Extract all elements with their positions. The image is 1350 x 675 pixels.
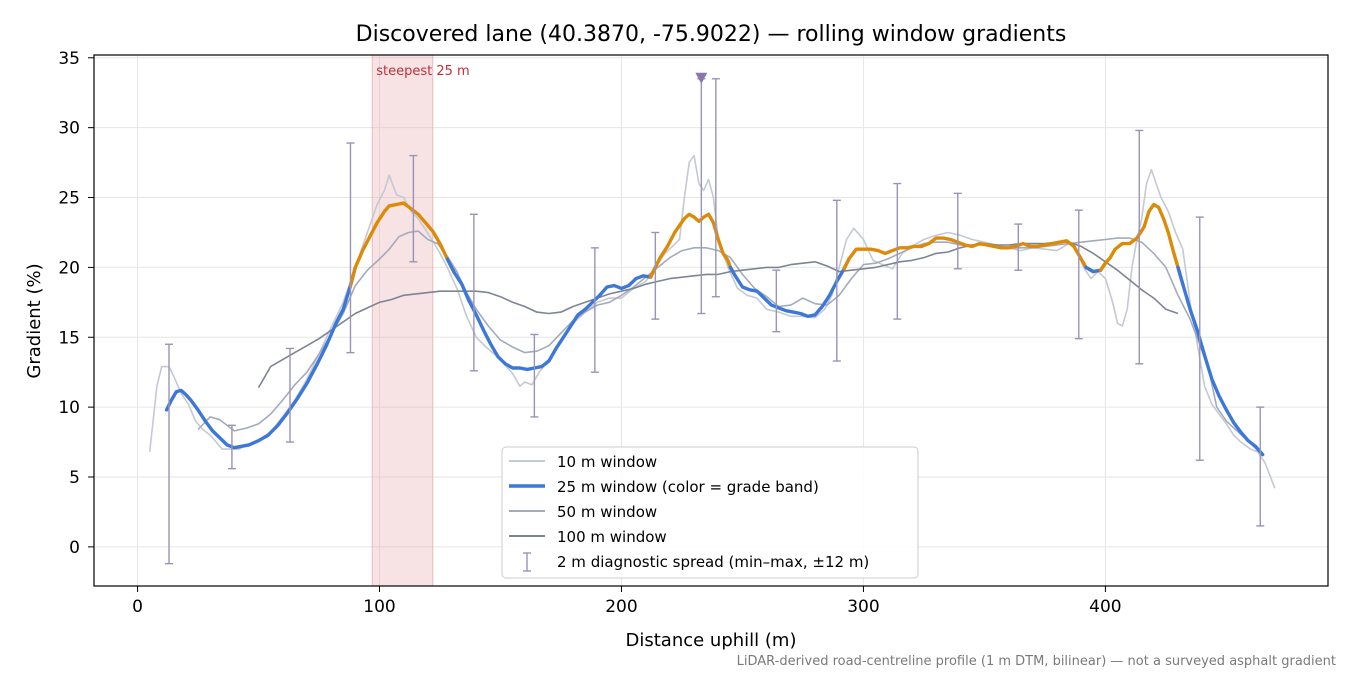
y-tick-label: 10 — [58, 398, 80, 418]
y-tick-label: 5 — [69, 468, 80, 488]
grid-lines — [94, 55, 1328, 586]
spread-bar — [1074, 209, 1083, 340]
peak-marker — [695, 72, 708, 84]
legend-label-w100: 100 m window — [557, 528, 667, 546]
plot-frame — [93, 54, 1329, 587]
series-line-w25-low — [445, 257, 657, 372]
spread-bar — [711, 78, 720, 298]
legend-label-w50: 50 m window — [557, 503, 657, 521]
series-lines — [148, 154, 1276, 489]
chart-title: Discovered lane (40.3870, -75.9022) — ro… — [356, 22, 1067, 47]
spread-bar — [772, 269, 781, 333]
spread-bar — [409, 154, 418, 263]
highlight-band — [371, 54, 434, 587]
y-tick-label: 35 — [58, 49, 80, 69]
y-tick-label: 15 — [58, 328, 80, 348]
spread-bar — [346, 142, 355, 354]
spread-bar — [651, 231, 660, 320]
x-tick-label: 100 — [363, 597, 395, 617]
x-tick-label: 0 — [132, 597, 143, 617]
series-line-w10 — [148, 154, 1276, 489]
spread-bar — [227, 424, 236, 470]
series-line-w25-high — [648, 212, 737, 279]
series-line-w25-high — [1098, 202, 1185, 286]
steepest-highlight: steepest 25 m — [371, 54, 470, 587]
y-axis-label: Gradient (%) — [24, 263, 45, 378]
spread-bar — [1135, 129, 1144, 365]
spread-bar — [1195, 216, 1204, 461]
legend-swatch-spread — [523, 552, 531, 572]
y-tick-label: 20 — [58, 258, 80, 278]
series-line-w25-high — [348, 201, 457, 288]
spread-bar — [285, 347, 294, 443]
x-axis-label: Distance uphill (m) — [626, 630, 797, 651]
series-line-w25-low — [164, 265, 357, 450]
y-tick-label: 25 — [58, 189, 80, 209]
axis-ticks: 0 100 200 300 400 0 5 10 15 20 25 30 35 — [58, 49, 1121, 617]
spread-bars — [165, 78, 1265, 565]
peak-marker-triangle — [695, 72, 708, 84]
spread-bar — [530, 333, 539, 418]
footnote: LiDAR-derived road-centreline profile (1… — [737, 654, 1336, 669]
legend-label-w25: 25 m window (color = grade band) — [557, 478, 819, 496]
y-tick-label: 30 — [58, 119, 80, 139]
highlight-label: steepest 25 m — [376, 64, 469, 79]
legend-label-spread: 2 m diagnostic spread (min–max, ±12 m) — [557, 553, 869, 571]
legend-label-w10: 10 m window — [557, 453, 657, 471]
spread-bar — [469, 213, 478, 372]
spread-bar — [165, 343, 174, 565]
series-line-w25-low — [1176, 265, 1265, 457]
y-tick-label: 0 — [69, 538, 80, 558]
series-line-w25-high — [842, 236, 1095, 274]
series-line-w25-low — [728, 257, 851, 318]
spread-bar — [893, 182, 902, 320]
spread-bar — [832, 199, 841, 362]
spread-bar — [1256, 406, 1265, 527]
series-line-w50 — [197, 230, 1264, 454]
spread-bar — [953, 192, 962, 270]
legend-box — [501, 446, 919, 579]
x-tick-label: 400 — [1089, 597, 1121, 617]
spread-bar — [1014, 223, 1023, 271]
x-tick-label: 200 — [605, 597, 637, 617]
spread-bar — [590, 247, 599, 373]
legend: 10 m window 25 m window (color = grade b… — [501, 446, 919, 579]
x-tick-label: 300 — [847, 597, 879, 617]
